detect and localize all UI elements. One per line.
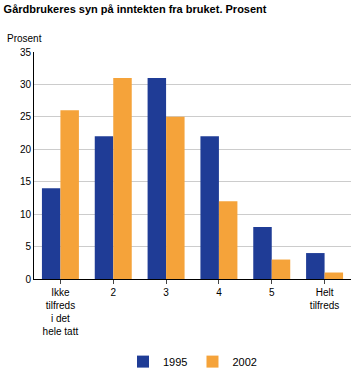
- svg-text:Prosent: Prosent: [7, 33, 42, 44]
- svg-text:4: 4: [216, 287, 222, 298]
- svg-text:2: 2: [110, 287, 116, 298]
- svg-text:15: 15: [20, 176, 32, 187]
- svg-text:10: 10: [20, 209, 32, 220]
- svg-text:Helttilfreds: Helttilfreds: [310, 287, 339, 311]
- svg-text:5: 5: [269, 287, 275, 298]
- svg-text:20: 20: [20, 144, 32, 155]
- svg-text:2002: 2002: [232, 356, 256, 368]
- svg-text:30: 30: [20, 79, 32, 90]
- svg-text:35: 35: [20, 47, 32, 58]
- svg-text:3: 3: [163, 287, 169, 298]
- svg-text:5: 5: [25, 241, 31, 252]
- svg-text:25: 25: [20, 111, 32, 122]
- svg-text:1995: 1995: [163, 356, 187, 368]
- svg-text:Ikketilfredsi dethele tatt: Ikketilfredsi dethele tatt: [43, 287, 79, 337]
- svg-text:Gårdbrukeres syn på inntekten: Gårdbrukeres syn på inntekten fra bruket…: [4, 3, 267, 15]
- svg-text:0: 0: [25, 274, 31, 285]
